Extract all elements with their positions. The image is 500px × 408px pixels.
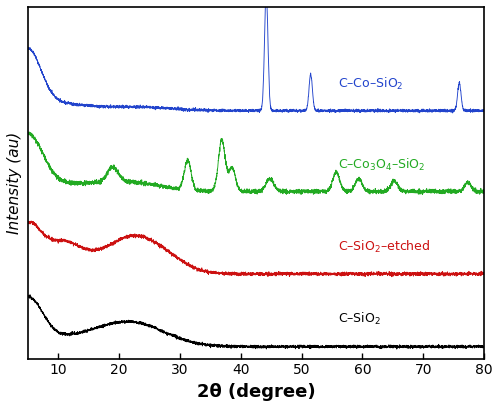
- Text: C–Co$_3$O$_4$–SiO$_2$: C–Co$_3$O$_4$–SiO$_2$: [338, 157, 426, 173]
- Y-axis label: Intensity (au): Intensity (au): [7, 132, 22, 234]
- Text: C–Co–SiO$_2$: C–Co–SiO$_2$: [338, 76, 404, 92]
- Text: C–SiO$_2$–etched: C–SiO$_2$–etched: [338, 239, 430, 255]
- Text: C–SiO$_2$: C–SiO$_2$: [338, 311, 381, 327]
- X-axis label: 2θ (degree): 2θ (degree): [196, 383, 315, 401]
